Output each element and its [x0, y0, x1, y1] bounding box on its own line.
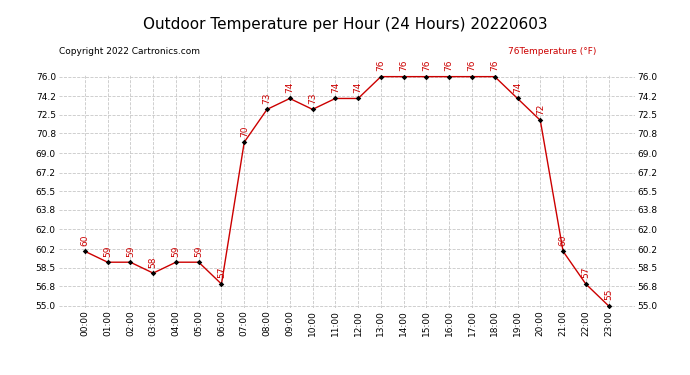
- Point: [216, 281, 227, 287]
- Point: [193, 259, 204, 265]
- Point: [489, 74, 500, 80]
- Text: 73: 73: [308, 92, 317, 104]
- Point: [307, 106, 318, 112]
- Text: Outdoor Temperature per Hour (24 Hours) 20220603: Outdoor Temperature per Hour (24 Hours) …: [143, 17, 547, 32]
- Text: 73: 73: [262, 92, 272, 104]
- Text: 57: 57: [217, 267, 226, 279]
- Point: [535, 117, 546, 123]
- Text: 76: 76: [491, 60, 500, 71]
- Text: 76: 76: [468, 60, 477, 71]
- Point: [148, 270, 159, 276]
- Text: 55: 55: [604, 289, 613, 300]
- Text: 59: 59: [171, 245, 180, 256]
- Point: [444, 74, 455, 80]
- Text: 74: 74: [331, 81, 340, 93]
- Point: [375, 74, 386, 80]
- Point: [170, 259, 181, 265]
- Point: [421, 74, 432, 80]
- Text: 70: 70: [239, 125, 249, 136]
- Text: Copyright 2022 Cartronics.com: Copyright 2022 Cartronics.com: [59, 47, 199, 56]
- Text: 59: 59: [103, 245, 112, 256]
- Point: [580, 281, 591, 287]
- Point: [398, 74, 409, 80]
- Point: [603, 303, 614, 309]
- Point: [330, 96, 341, 102]
- Point: [466, 74, 477, 80]
- Point: [284, 96, 295, 102]
- Point: [102, 259, 113, 265]
- Text: 76Temperature (°F): 76Temperature (°F): [508, 47, 596, 56]
- Text: 76: 76: [399, 60, 408, 71]
- Text: 76: 76: [422, 60, 431, 71]
- Text: 72: 72: [536, 104, 545, 115]
- Text: 60: 60: [559, 234, 568, 246]
- Point: [262, 106, 273, 112]
- Text: 74: 74: [353, 81, 363, 93]
- Text: 57: 57: [582, 267, 591, 279]
- Text: 76: 76: [376, 60, 386, 71]
- Text: 60: 60: [80, 234, 89, 246]
- Point: [79, 248, 90, 254]
- Point: [125, 259, 136, 265]
- Point: [353, 96, 364, 102]
- Point: [239, 139, 250, 145]
- Text: 74: 74: [513, 81, 522, 93]
- Text: 58: 58: [148, 256, 157, 267]
- Text: 76: 76: [444, 60, 454, 71]
- Point: [512, 96, 523, 102]
- Text: 59: 59: [194, 245, 203, 256]
- Text: 74: 74: [285, 81, 295, 93]
- Point: [558, 248, 569, 254]
- Text: 59: 59: [126, 245, 135, 256]
